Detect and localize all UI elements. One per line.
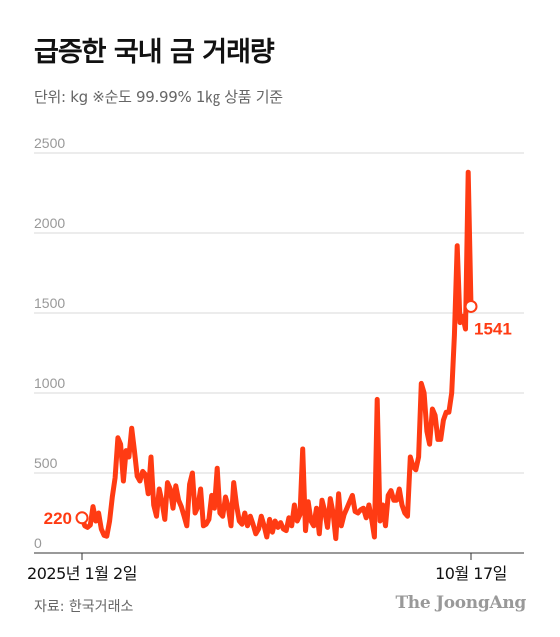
data-label: 1541 [474, 319, 512, 338]
y-tick-label: 500 [34, 455, 58, 471]
y-tick-label: 2500 [34, 135, 65, 151]
annotated-point [464, 299, 478, 313]
y-tick-label: 1500 [34, 295, 65, 311]
source-note: 자료: 한국거래소 [34, 599, 134, 615]
chart-subtitle: 단위: kg ※순도 99.99% 1㎏ 상품 기준 [34, 88, 283, 106]
chart-title: 급증한 국내 금 거래량 [34, 37, 275, 68]
brand-logo: The JoongAng [395, 593, 526, 613]
x-tick-label: 2025년 1월 2일 [27, 564, 137, 583]
data-label: 220 [44, 509, 72, 528]
y-tick-label: 2000 [34, 215, 65, 231]
x-tick-label: 10월 17일 [435, 564, 507, 583]
y-tick-label: 0 [34, 535, 42, 551]
y-tick-label: 1000 [34, 375, 65, 391]
annotated-point [75, 511, 89, 525]
series-line [79, 169, 474, 542]
